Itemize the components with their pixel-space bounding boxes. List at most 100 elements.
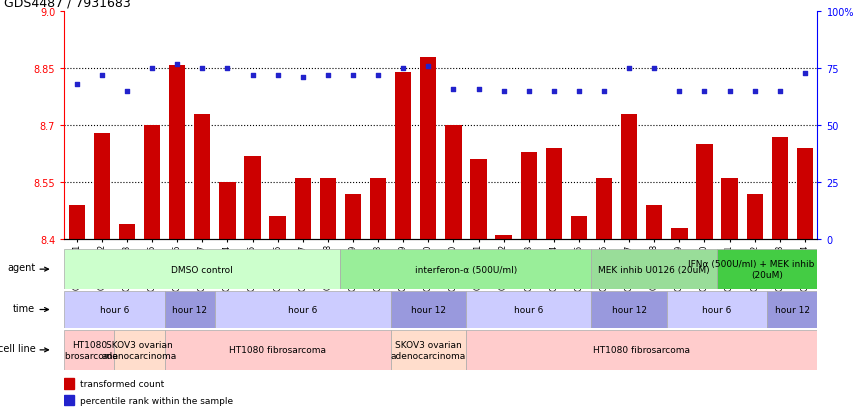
Text: hour 12: hour 12 <box>775 305 810 314</box>
Bar <box>445 126 461 240</box>
Point <box>748 88 762 95</box>
Text: cell line: cell line <box>0 343 35 353</box>
Text: hour 6: hour 6 <box>703 305 732 314</box>
Bar <box>169 65 186 240</box>
Bar <box>470 160 487 240</box>
Point <box>547 88 561 95</box>
Bar <box>64 291 164 328</box>
Point <box>372 73 385 79</box>
Bar <box>696 145 713 240</box>
Point <box>472 86 485 93</box>
Bar <box>646 205 663 240</box>
Bar <box>93 133 110 240</box>
Point <box>120 88 134 95</box>
Bar <box>115 330 164 370</box>
Point <box>321 73 335 79</box>
Text: SKOV3 ovarian
adenocarcinoma: SKOV3 ovarian adenocarcinoma <box>102 340 177 360</box>
Text: interferon-α (500U/ml): interferon-α (500U/ml) <box>415 265 517 274</box>
Point <box>146 66 159 73</box>
Bar <box>420 58 437 240</box>
Text: hour 6: hour 6 <box>288 305 318 314</box>
Point <box>195 66 209 73</box>
Text: HT1080 fibrosarcoma: HT1080 fibrosarcoma <box>593 346 690 354</box>
Bar <box>119 224 135 240</box>
Point <box>622 66 636 73</box>
Bar <box>270 217 286 240</box>
Bar <box>244 156 261 240</box>
Bar <box>164 330 390 370</box>
Bar <box>64 250 341 289</box>
Text: hour 12: hour 12 <box>612 305 646 314</box>
Text: time: time <box>13 303 35 313</box>
Bar <box>771 137 788 240</box>
Point <box>170 61 184 68</box>
Bar <box>68 205 85 240</box>
Bar <box>64 378 74 389</box>
Bar <box>571 217 587 240</box>
Bar <box>746 194 763 240</box>
Bar <box>64 330 115 370</box>
Text: DMSO control: DMSO control <box>171 265 233 274</box>
Point <box>70 82 84 88</box>
Text: hour 12: hour 12 <box>172 305 207 314</box>
Text: hour 6: hour 6 <box>514 305 544 314</box>
Bar <box>767 291 817 328</box>
Point <box>246 73 259 79</box>
Bar <box>390 291 466 328</box>
Bar <box>395 73 412 240</box>
Point <box>421 64 435 70</box>
Text: agent: agent <box>7 263 35 273</box>
Point <box>95 73 109 79</box>
Bar <box>194 114 211 240</box>
Bar <box>520 152 537 240</box>
Bar <box>545 149 562 240</box>
Point <box>221 66 235 73</box>
Bar <box>319 179 336 240</box>
Bar <box>144 126 160 240</box>
Bar <box>722 179 738 240</box>
Text: hour 6: hour 6 <box>100 305 129 314</box>
Text: HT1080
fibrosarcoma: HT1080 fibrosarcoma <box>60 340 119 360</box>
Text: percentile rank within the sample: percentile rank within the sample <box>80 396 234 405</box>
Bar <box>219 183 235 240</box>
Text: GDS4487 / 7931683: GDS4487 / 7931683 <box>3 0 130 10</box>
Bar <box>64 395 74 406</box>
Point <box>597 88 611 95</box>
Bar <box>164 291 215 328</box>
Bar <box>596 179 612 240</box>
Text: IFNα (500U/ml) + MEK inhib U0126
(20uM): IFNα (500U/ml) + MEK inhib U0126 (20uM) <box>688 260 847 279</box>
Point <box>673 88 687 95</box>
Point <box>522 88 536 95</box>
Bar <box>215 291 390 328</box>
Bar <box>370 179 386 240</box>
Text: transformed count: transformed count <box>80 379 164 388</box>
Text: HT1080 fibrosarcoma: HT1080 fibrosarcoma <box>229 346 326 354</box>
Point <box>572 88 586 95</box>
Bar <box>496 236 512 240</box>
Bar <box>294 179 311 240</box>
Bar <box>345 194 361 240</box>
Point <box>447 86 461 93</box>
Bar <box>341 250 591 289</box>
Point <box>496 88 510 95</box>
Bar <box>591 291 667 328</box>
Point <box>798 70 811 77</box>
Point <box>722 88 736 95</box>
Point <box>296 75 310 81</box>
Point <box>346 73 360 79</box>
Bar <box>621 114 638 240</box>
Text: hour 12: hour 12 <box>411 305 446 314</box>
Text: SKOV3 ovarian
adenocarcinoma: SKOV3 ovarian adenocarcinoma <box>390 340 466 360</box>
Point <box>773 88 787 95</box>
Bar <box>390 330 466 370</box>
Text: MEK inhib U0126 (20uM): MEK inhib U0126 (20uM) <box>598 265 710 274</box>
Bar <box>591 250 717 289</box>
Bar <box>671 228 687 240</box>
Bar <box>466 291 591 328</box>
Point <box>647 66 661 73</box>
Point <box>698 88 711 95</box>
Bar <box>667 291 767 328</box>
Point <box>396 66 410 73</box>
Bar <box>466 330 817 370</box>
Bar <box>797 149 813 240</box>
